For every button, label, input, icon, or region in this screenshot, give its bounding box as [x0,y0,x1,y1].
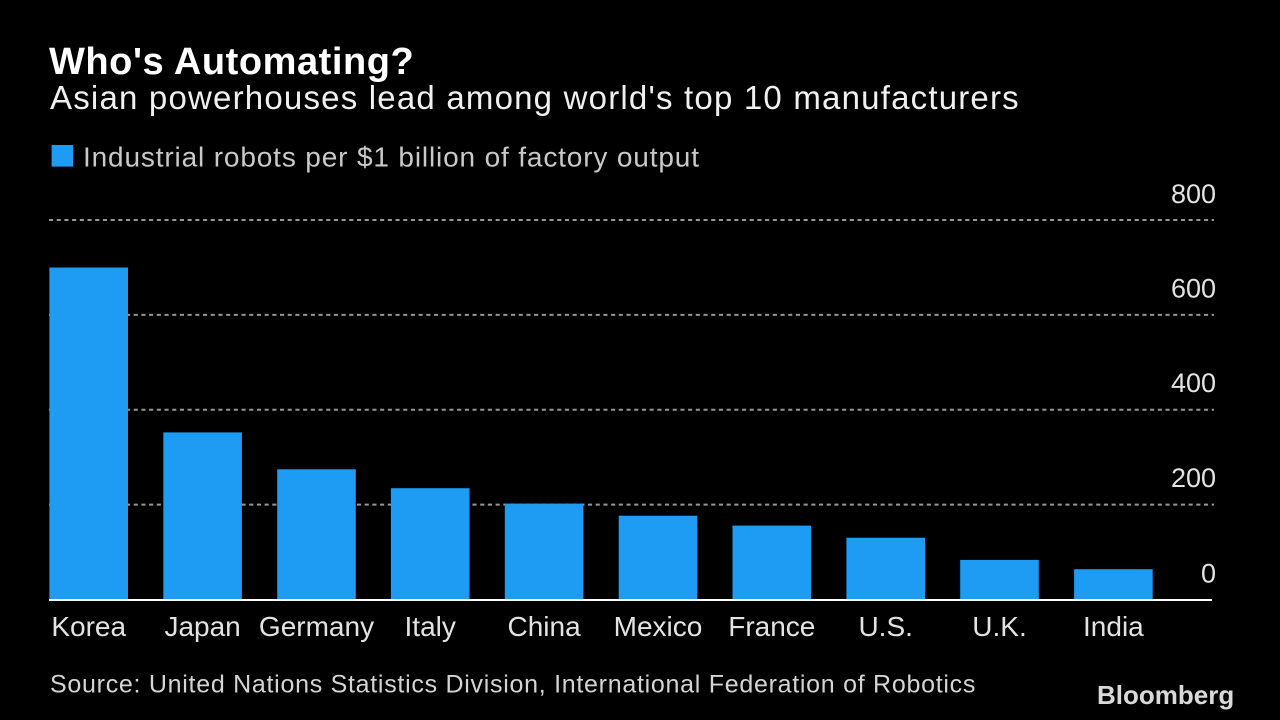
svg-text:China: China [508,611,582,642]
svg-text:400: 400 [1171,368,1216,398]
svg-text:France: France [728,611,815,642]
svg-text:Japan: Japan [164,611,240,642]
svg-text:200: 200 [1171,463,1216,493]
svg-text:Korea: Korea [51,611,126,642]
svg-text:Asian powerhouses lead among w: Asian powerhouses lead among world's top… [50,79,1020,116]
svg-text:Mexico: Mexico [614,611,703,642]
svg-text:600: 600 [1171,274,1216,304]
svg-text:Source: United Nations Statist: Source: United Nations Statistics Divisi… [50,671,976,699]
svg-text:India: India [1083,611,1144,642]
svg-text:Germany: Germany [259,611,374,642]
svg-text:Bloomberg: Bloomberg [1097,680,1234,710]
svg-text:Industrial robots per $1 billi: Industrial robots per $1 billion of fact… [83,142,700,173]
svg-text:Who's Automating?: Who's Automating? [49,41,414,83]
svg-text:U.K.: U.K. [972,611,1026,642]
svg-text:Italy: Italy [405,611,456,642]
svg-text:U.S.: U.S. [858,611,912,642]
svg-text:0: 0 [1201,559,1216,589]
svg-text:800: 800 [1171,179,1216,209]
